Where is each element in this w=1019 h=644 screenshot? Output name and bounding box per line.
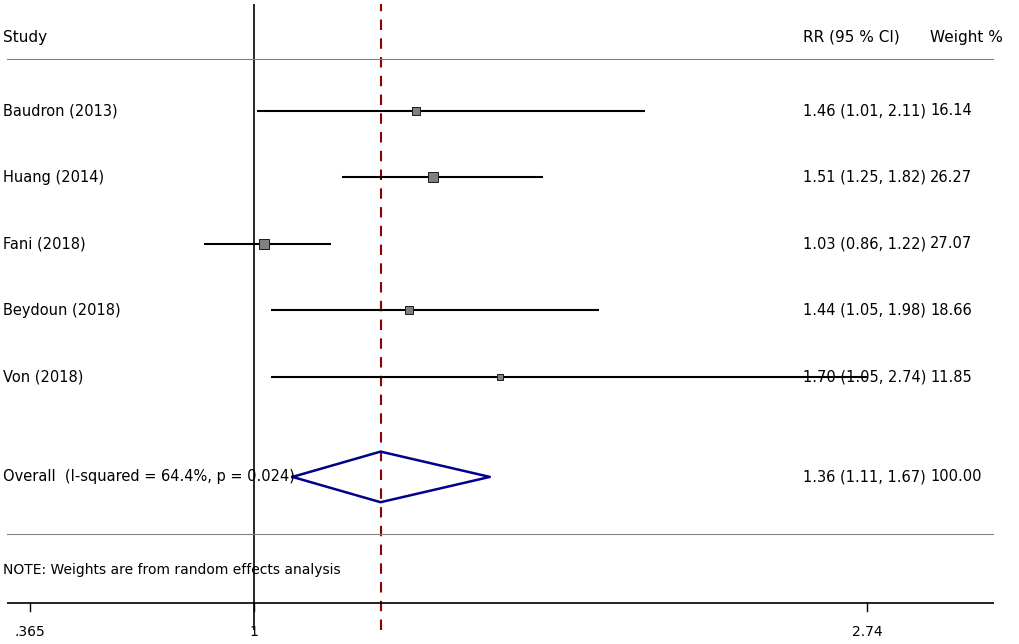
Text: 16.14: 16.14 — [929, 103, 971, 118]
Text: 1.46 (1.01, 2.11): 1.46 (1.01, 2.11) — [803, 103, 925, 118]
Text: Study: Study — [3, 30, 48, 45]
Text: Baudron (2013): Baudron (2013) — [3, 103, 118, 118]
Text: Huang (2014): Huang (2014) — [3, 170, 105, 185]
Text: 100.00: 100.00 — [929, 469, 981, 484]
Text: 2.74: 2.74 — [851, 625, 881, 639]
Text: Beydoun (2018): Beydoun (2018) — [3, 303, 121, 318]
Text: Weight %: Weight % — [929, 30, 1003, 45]
Text: 1: 1 — [249, 625, 258, 639]
Text: 11.85: 11.85 — [929, 370, 971, 384]
Text: Fani (2018): Fani (2018) — [3, 236, 86, 251]
Text: 27.07: 27.07 — [929, 236, 972, 251]
Text: 1.03 (0.86, 1.22): 1.03 (0.86, 1.22) — [803, 236, 925, 251]
Text: .365: .365 — [14, 625, 45, 639]
Text: 1.70 (1.05, 2.74): 1.70 (1.05, 2.74) — [803, 370, 926, 384]
Text: RR (95 % CI): RR (95 % CI) — [803, 30, 900, 45]
Text: Overall  (I-squared = 64.4%, p = 0.024): Overall (I-squared = 64.4%, p = 0.024) — [3, 469, 296, 484]
Text: 1.51 (1.25, 1.82): 1.51 (1.25, 1.82) — [803, 170, 925, 185]
Text: 1.44 (1.05, 1.98): 1.44 (1.05, 1.98) — [803, 303, 925, 318]
Text: Von (2018): Von (2018) — [3, 370, 84, 384]
Text: 18.66: 18.66 — [929, 303, 971, 318]
Text: NOTE: Weights are from random effects analysis: NOTE: Weights are from random effects an… — [3, 563, 340, 577]
Text: 26.27: 26.27 — [929, 170, 971, 185]
Text: 1.36 (1.11, 1.67): 1.36 (1.11, 1.67) — [803, 469, 925, 484]
